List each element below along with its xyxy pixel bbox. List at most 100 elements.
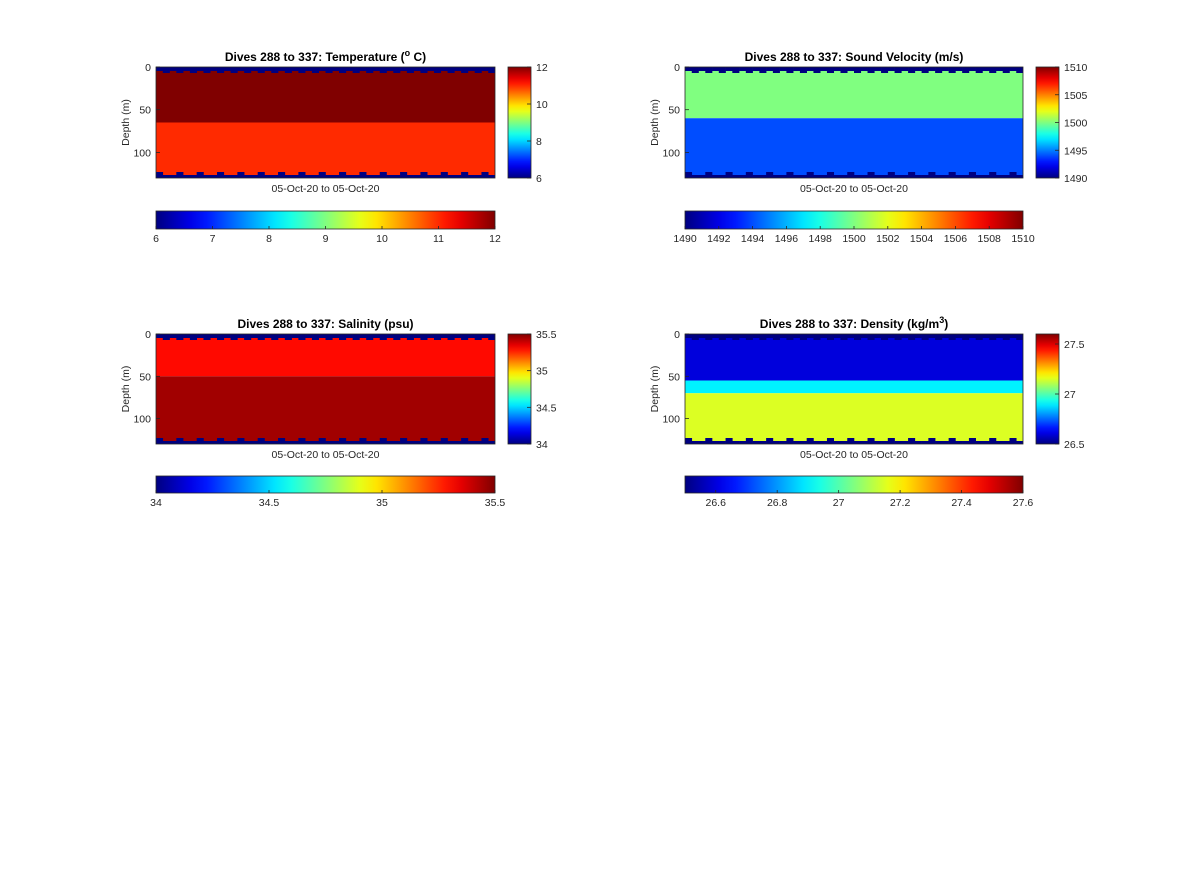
- surface-gap-cell: [691, 334, 699, 340]
- surface-gap-cell: [718, 67, 726, 73]
- side-colorbar-tick-label: 27: [1064, 389, 1076, 401]
- bottom-gap-cell: [995, 175, 1004, 178]
- surface-gap-cell: [176, 67, 184, 73]
- bottom-colorbar-tick-label: 35.5: [485, 497, 506, 509]
- bottom-gap-cell: [867, 438, 875, 444]
- surface-gap-cell: [854, 67, 862, 73]
- bottom-gap-cell: [779, 441, 787, 444]
- surface-gap-cell: [250, 67, 258, 71]
- bottom-gap-cell: [921, 441, 929, 444]
- side-colorbar-tick-label: 1495: [1064, 145, 1088, 157]
- bottom-colorbar-tick-label: 1494: [741, 233, 765, 245]
- bottom-gap-cell: [264, 441, 272, 444]
- bottom-gap-cell: [366, 175, 374, 178]
- bottom-gap-cell: [826, 172, 835, 178]
- surface-gap-cell: [941, 67, 949, 71]
- surface-gap-cell: [311, 67, 320, 73]
- surface-gap-cell: [474, 334, 482, 340]
- title-tail: C): [410, 50, 426, 64]
- bottom-gap-cell: [217, 438, 225, 444]
- surface-gap-cell: [901, 334, 909, 338]
- surface-gap-cell: [379, 334, 387, 340]
- bottom-gap-cell: [881, 175, 889, 178]
- bottom-gap-cell: [406, 441, 414, 444]
- surface-gap-cell: [156, 334, 164, 338]
- bottom-gap-cell: [305, 441, 313, 444]
- surface-gap-cell: [685, 334, 693, 338]
- surface-gap-cell: [914, 67, 922, 71]
- bottom-gap-cell: [935, 441, 943, 444]
- surface-gap-cell: [223, 67, 231, 71]
- bottom-gap-cell: [982, 175, 990, 178]
- bottom-gap-cell: [183, 441, 191, 444]
- surface-gap-cell: [921, 334, 929, 340]
- surface-gap-cell: [806, 334, 814, 338]
- surface-gap-cell: [691, 67, 699, 73]
- y-axis-label: Depth (m): [120, 99, 132, 146]
- bottom-gap-cell: [250, 441, 258, 444]
- surface-gap-cell: [359, 334, 367, 338]
- surface-gap-cell: [995, 67, 1004, 71]
- surface-gap-cell: [908, 67, 916, 73]
- heatmap-layer: [156, 122, 495, 178]
- bottom-gap-cell: [230, 441, 238, 444]
- surface-gap-cell: [169, 67, 177, 71]
- surface-gap-cell: [941, 334, 949, 338]
- surface-gap-cell: [705, 67, 713, 73]
- surface-gap-cell: [400, 334, 408, 338]
- bottom-gap-cell: [169, 441, 177, 444]
- surface-gap-cell: [291, 334, 299, 338]
- surface-gap-cell: [284, 334, 292, 340]
- side-colorbar-tick-label: 34: [536, 439, 548, 451]
- surface-gap-cell: [887, 67, 895, 71]
- bottom-gap-cell: [759, 175, 767, 178]
- surface-gap-cell: [345, 334, 353, 338]
- surface-gap-cell: [833, 67, 841, 71]
- surface-gap-cell: [968, 67, 976, 71]
- bottom-colorbar-tick-label: 1506: [944, 233, 968, 245]
- bottom-gap-cell: [887, 438, 895, 444]
- bottom-gap-cell: [406, 175, 414, 178]
- surface-gap-cell: [203, 67, 211, 73]
- bottom-gap-cell: [217, 172, 225, 178]
- bottom-gap-cell: [1016, 441, 1023, 444]
- bottom-colorbar-tick-label: 35: [376, 497, 388, 509]
- surface-gap-cell: [1002, 334, 1010, 340]
- surface-gap-cell: [793, 334, 801, 338]
- y-tick-label: 50: [139, 371, 151, 383]
- title-main: Dives 288 to 337: Temperature (: [225, 50, 405, 64]
- side-colorbar: [507, 66, 532, 179]
- heatmap-layer: [685, 118, 1023, 178]
- surface-gap-cell: [935, 334, 943, 340]
- bottom-gap-cell: [271, 175, 279, 178]
- bottom-gap-cell: [725, 172, 733, 178]
- surface-gap-cell: [440, 67, 448, 71]
- surface-gap-cell: [968, 334, 976, 338]
- bottom-gap-cell: [813, 175, 821, 178]
- bottom-gap-cell: [860, 441, 868, 444]
- bottom-gap-cell: [745, 172, 753, 178]
- surface-gap-cell: [488, 67, 495, 73]
- bottom-gap-cell: [189, 175, 197, 178]
- bottom-gap-cell: [203, 441, 211, 444]
- bottom-gap-cell: [345, 441, 353, 444]
- chart-title: Dives 288 to 337: Sound Velocity (m/s): [745, 50, 964, 64]
- side-colorbar: [1035, 333, 1060, 445]
- surface-gap-cell: [786, 67, 794, 73]
- side-colorbar-tick-label: 1505: [1064, 90, 1088, 102]
- surface-gap-cell: [386, 67, 394, 71]
- bottom-gap-cell: [176, 172, 184, 178]
- surface-gap-cell: [332, 67, 340, 71]
- heatmap-layer: [685, 393, 1023, 444]
- surface-gap-cell: [433, 67, 442, 73]
- y-tick-label: 100: [662, 414, 680, 426]
- surface-gap-cell: [745, 67, 753, 73]
- surface-gap-cell: [372, 67, 381, 71]
- bottom-gap-cell: [955, 441, 963, 444]
- bottom-gap-cell: [447, 175, 455, 178]
- bottom-gap-cell: [1009, 438, 1017, 444]
- bottom-gap-cell: [488, 175, 495, 178]
- heatmap-layer: [156, 67, 495, 123]
- surface-gap-cell: [223, 334, 231, 338]
